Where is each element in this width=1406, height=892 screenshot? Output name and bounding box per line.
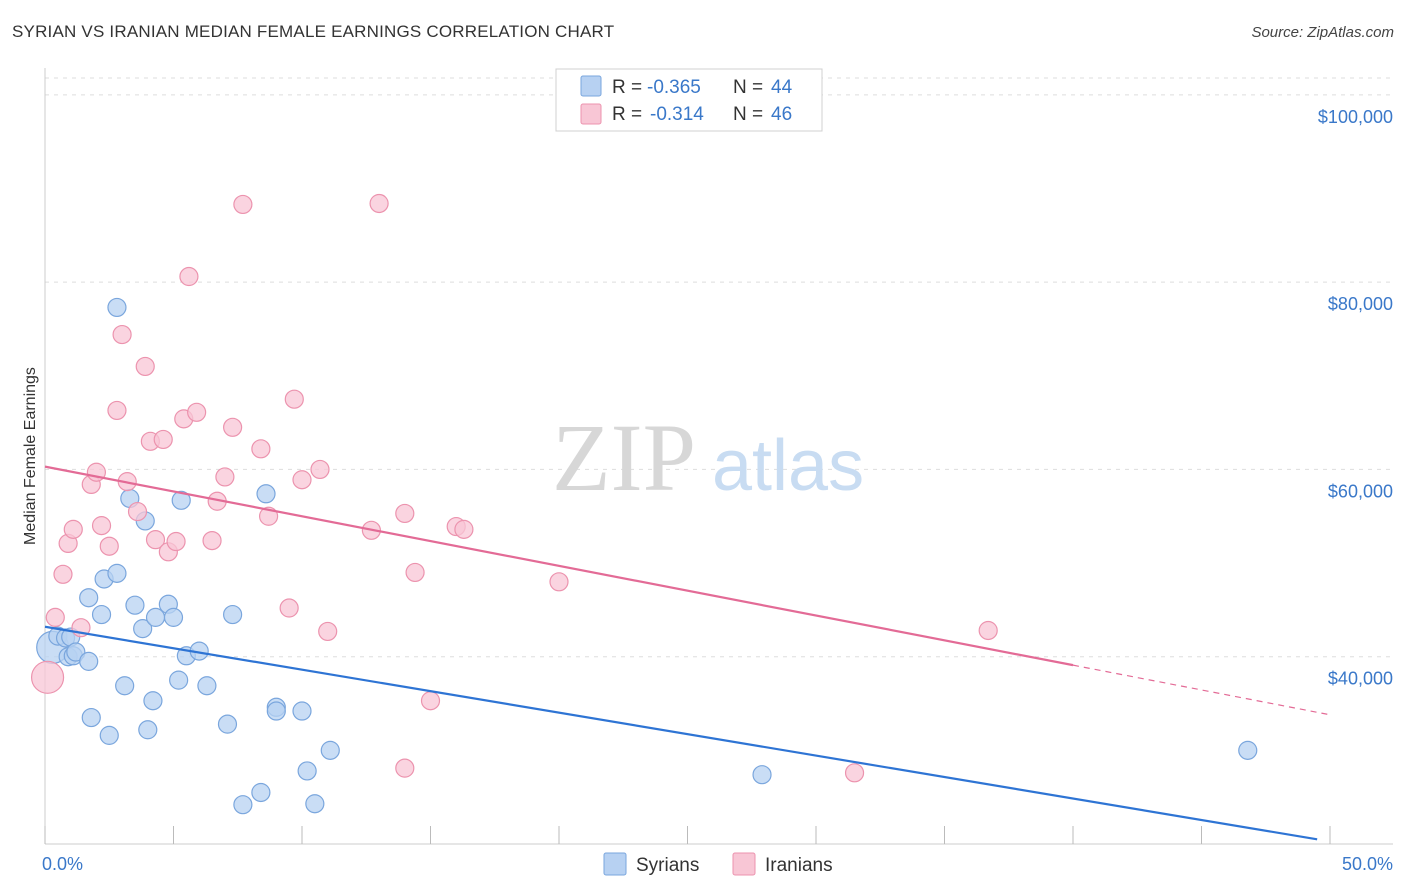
watermark: ZIP atlas	[552, 404, 864, 511]
point-iranians	[153, 429, 173, 450]
point-iranians	[844, 763, 865, 783]
point-iranians	[179, 266, 199, 287]
trend-line-extension-iranians	[1072, 664, 1331, 716]
point-syrians	[197, 676, 217, 696]
bottom-legend-syrians: Syrians	[636, 855, 699, 876]
point-iranians	[63, 519, 83, 539]
point-iranians	[135, 356, 155, 377]
x-tick-label-max: 50.0%	[1342, 854, 1393, 874]
point-iranians	[99, 536, 119, 556]
point-iranians	[549, 572, 569, 592]
x-tick-label-min: 0.0%	[42, 854, 83, 874]
source-note: Source: ZipAtlas.com	[1251, 24, 1394, 41]
legend-n-label-iranians: N =	[733, 104, 763, 125]
point-syrians	[256, 484, 276, 504]
point-syrians	[266, 701, 286, 721]
point-syrians	[138, 720, 158, 740]
point-syrians	[169, 670, 189, 690]
watermark-atlas: atlas	[712, 426, 864, 506]
point-iranians	[369, 193, 389, 214]
point-iranians	[395, 503, 415, 524]
point-iranians	[166, 531, 186, 552]
point-syrians	[143, 691, 163, 711]
legend-n-value-iranians: 46	[771, 104, 792, 125]
trend-lines	[44, 465, 1331, 841]
point-iranians	[310, 459, 330, 480]
point-syrians	[297, 761, 317, 781]
point-iranians	[145, 530, 166, 550]
point-iranians	[292, 470, 312, 490]
axes	[44, 68, 1393, 845]
bottom-legend-iranians: Iranians	[765, 855, 833, 876]
point-syrians	[320, 740, 340, 760]
point-syrians	[99, 725, 119, 745]
point-syrians	[251, 782, 271, 803]
point-syrians	[163, 607, 184, 627]
point-iranians	[318, 621, 338, 642]
y-tick-label: $40,000	[1328, 669, 1393, 689]
point-iranians	[112, 324, 132, 345]
chart-title: SYRIAN VS IRANIAN MEDIAN FEMALE EARNINGS…	[12, 22, 615, 41]
point-syrians	[752, 765, 772, 785]
point-syrians	[107, 563, 127, 583]
point-syrians	[171, 490, 191, 510]
point-iranians	[107, 400, 127, 421]
point-iranians	[279, 598, 299, 618]
point-iranians	[454, 519, 474, 539]
legend-r-value-iranians: -0.314	[650, 104, 704, 125]
bottom-legend-swatch-syrians	[603, 852, 627, 876]
legend-r-label-iranians: R =	[612, 104, 642, 125]
point-iranians	[420, 691, 441, 711]
point-iranians	[91, 516, 112, 536]
bottom-legend-swatch-iranians	[732, 852, 756, 876]
point-syrians	[79, 651, 99, 671]
point-iranians	[233, 194, 253, 215]
legend-n-value-syrians: 44	[771, 77, 793, 98]
tick-labels: $40,000 $60,000 $80,000 $100,000 0.0% 50.0%	[42, 107, 1393, 874]
bottom-legend: Syrians Iranians	[603, 852, 833, 876]
point-syrians	[125, 595, 145, 615]
point-syrians	[233, 795, 253, 815]
point-syrians	[107, 297, 127, 318]
point-iranians	[30, 660, 65, 694]
point-syrians	[1238, 740, 1258, 760]
y-axis-label: Median Female Earnings	[22, 367, 39, 545]
point-syrians	[133, 619, 153, 639]
y-tick-label: $80,000	[1328, 294, 1393, 314]
point-iranians	[405, 562, 425, 583]
legend: R = -0.365 N = 44 R = -0.314 N = 46	[555, 68, 823, 132]
point-iranians	[251, 439, 271, 459]
legend-swatch-syrians	[580, 75, 602, 97]
point-syrians	[217, 714, 238, 734]
point-syrians	[79, 588, 99, 608]
trend-line-iranians	[44, 465, 1074, 667]
point-syrians	[115, 676, 135, 696]
point-syrians	[223, 604, 243, 625]
legend-r-label-syrians: R =	[612, 77, 642, 98]
point-iranians	[202, 530, 222, 551]
point-syrians	[91, 604, 112, 625]
legend-r-value-syrians: -0.365	[647, 77, 701, 98]
point-iranians	[187, 402, 207, 422]
point-iranians	[127, 501, 148, 522]
point-syrians	[292, 701, 312, 721]
point-syrians	[81, 707, 101, 728]
point-syrians	[305, 794, 325, 814]
point-iranians	[53, 564, 73, 584]
point-iranians	[395, 758, 415, 778]
y-tick-label: $100,000	[1318, 107, 1393, 127]
legend-swatch-iranians	[580, 103, 602, 125]
point-iranians	[215, 467, 235, 487]
point-iranians	[45, 607, 65, 627]
point-syrians	[66, 642, 86, 662]
point-iranians	[284, 389, 304, 409]
point-iranians	[978, 620, 998, 641]
grid-lines	[45, 77, 1393, 658]
y-tick-label: $60,000	[1328, 481, 1393, 501]
watermark-zip: ZIP	[552, 404, 696, 511]
trend-line-syrians	[44, 625, 1318, 841]
point-iranians	[223, 417, 243, 437]
legend-n-label-syrians: N =	[733, 77, 763, 98]
